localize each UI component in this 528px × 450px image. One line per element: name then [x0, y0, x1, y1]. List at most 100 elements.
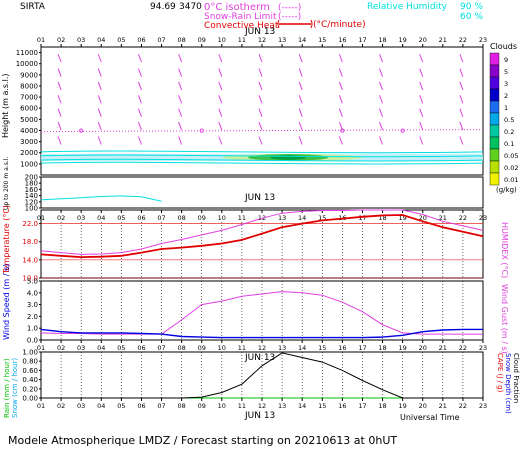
wind-barb: [57, 68, 62, 77]
top-axis-hour-label: 11: [238, 36, 246, 44]
wind-barb: [298, 53, 303, 63]
height-ytick-label: 3000: [20, 138, 38, 146]
temperature-top-axis-hour-label: 02: [57, 214, 65, 222]
wind-barb: [459, 136, 464, 145]
wind-barb: [97, 53, 102, 63]
height-ytick-label: 7000: [20, 94, 38, 102]
wind-bottom-axis-hour-label: 12: [258, 344, 266, 352]
boundary-layer-ytick-label: 100: [25, 205, 38, 213]
wind-barb: [379, 108, 384, 117]
temperature-top-axis-hour-label: 07: [157, 214, 165, 222]
wind-barb: [97, 121, 102, 131]
wind-barb: [137, 136, 142, 145]
wind-barb: [178, 81, 183, 91]
axis-label-temperature: Temperature (°C): [2, 205, 11, 275]
wind-bottom-axis-hour-label: 21: [439, 344, 447, 352]
wind-barb: [338, 121, 343, 131]
precip-bottom-axis-hour-label: 15: [318, 402, 326, 410]
precip-bottom-axis-hour-label: 17: [358, 402, 366, 410]
wind-barb: [137, 53, 142, 63]
top-axis-hour-label: 05: [117, 36, 125, 44]
wind-barb: [97, 108, 102, 117]
temperature-top-axis-hour-label: 11: [238, 214, 246, 222]
wind-bottom-axis-hour-label: 20: [419, 344, 427, 352]
height-ytick-label: 10000: [16, 60, 38, 68]
wind-barb: [419, 121, 424, 131]
top-axis-hour-label: 07: [157, 36, 165, 44]
legend-convective: Convective Heat: [204, 21, 279, 31]
wind-barb: [218, 53, 223, 63]
boundary-layer-ytick-label: 140: [25, 192, 38, 200]
clouds-legend-swatch: [489, 172, 500, 186]
rh-label: Relative Humidity: [367, 2, 448, 12]
clouds-legend-label: 0.05: [504, 152, 518, 160]
precip-ytick-label: 0.80: [22, 358, 38, 366]
footer-text: Modele Atmospherique LMDZ / Forecast sta…: [8, 434, 397, 447]
precip-bottom-axis-hour-label: 10: [218, 402, 226, 410]
wind-bottom-axis-hour-label: 07: [157, 344, 165, 352]
wind-barb: [298, 121, 303, 131]
height-ytick-label: 4000: [20, 127, 38, 135]
clouds-legend-swatch: [489, 52, 500, 66]
isotherm-marker: [199, 128, 204, 133]
isotherm-marker: [400, 128, 405, 133]
wind-barb: [338, 136, 343, 145]
precip-bottom-axis-hour-label: 01: [37, 402, 45, 410]
boundary-layer-ytick-label: 160: [25, 186, 38, 194]
wind-barb: [459, 81, 464, 91]
precip-bottom-axis-hour-label: 18: [378, 402, 386, 410]
clouds-legend-label: 0.1: [504, 140, 514, 148]
wind-barb: [379, 68, 384, 77]
wind-bottom-axis-hour-label: 03: [77, 344, 85, 352]
station-coords-tail: 3470: [179, 2, 202, 12]
top-axis-hour-label: 01: [37, 36, 45, 44]
top-axis-hour-label: 08: [177, 36, 185, 44]
wind-barb: [97, 136, 102, 145]
wind-barb: [97, 68, 102, 77]
wind-ytick-label: 3.0: [27, 301, 38, 309]
top-axis-hour-label: 12: [258, 36, 266, 44]
wind-barb: [57, 81, 62, 91]
clouds-legend-label: 2: [504, 92, 508, 100]
top-axis-hour-label: 04: [97, 36, 105, 44]
wind-barb: [137, 95, 142, 104]
wind-ytick-label: 4.0: [27, 289, 38, 297]
wind-barb: [338, 53, 343, 63]
boundary-layer-ytick-label: 200: [25, 174, 38, 182]
height-ytick-label: 5000: [20, 116, 38, 124]
wind-barb: [57, 95, 62, 104]
top-axis-hour-label: 21: [439, 36, 447, 44]
wind-barb: [137, 81, 142, 91]
top-axis-hour-label: 17: [358, 36, 366, 44]
wind-panel-frame: [40, 280, 484, 341]
wind-barb: [97, 81, 102, 91]
wind-barb: [419, 81, 424, 91]
wind-bottom-axis-hour-label: 02: [57, 344, 65, 352]
precip-bottom-axis-hour-label: 09: [198, 402, 206, 410]
clouds-legend-swatch: [489, 124, 500, 138]
wind-barb: [379, 121, 384, 131]
wind-barb: [258, 136, 263, 145]
wind-barb: [419, 108, 424, 117]
wind-barb: [178, 68, 183, 77]
wind-bottom-axis-hour-label: 13: [278, 344, 286, 352]
axis-label-wind-gust: Wind Gust (m / s): [500, 284, 509, 354]
wind-barb: [298, 68, 303, 77]
clouds-legend-unit: (g/kg): [496, 186, 517, 194]
clouds-legend-label: 0.02: [504, 164, 518, 172]
date-top: JUN 13: [244, 27, 275, 37]
temperature-top-axis-hour-label: 01: [37, 214, 45, 222]
clouds-legend-label: 0.01: [504, 176, 518, 184]
precip-bottom-axis-hour-label: 21: [439, 402, 447, 410]
top-axis-hour-label: 23: [479, 36, 487, 44]
top-axis-hour-label: 19: [398, 36, 406, 44]
clouds-legend-swatch: [489, 64, 500, 78]
wind-bottom-axis-hour-label: 04: [97, 344, 105, 352]
wind-barb: [379, 53, 384, 63]
wind-bottom-axis-hour-label: 23: [479, 344, 487, 352]
top-axis-hour-label: 03: [77, 36, 85, 44]
legend-convective-bracket: [277, 19, 313, 29]
wind-barb: [459, 53, 464, 63]
precip-ytick-label: 0.20: [22, 385, 38, 393]
panel-height: 01 02 03 04 05 06 07 08 09 10 11 12 13 14 15 16 17 18 19 20…: [16, 36, 487, 176]
